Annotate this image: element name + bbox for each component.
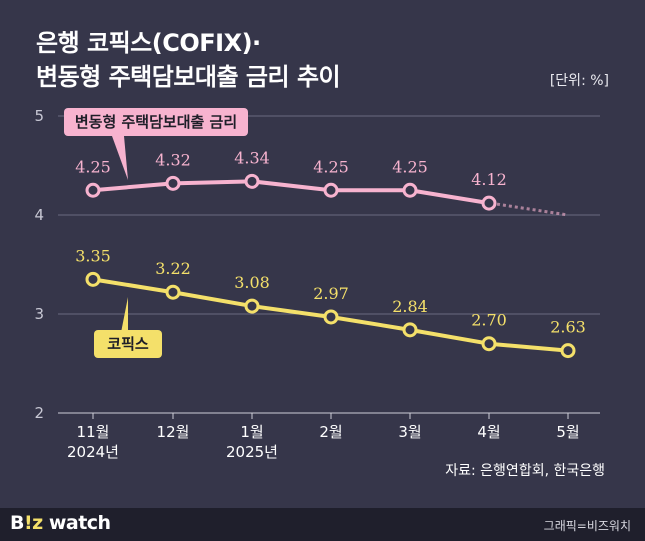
- data-label: 3.08: [234, 273, 270, 292]
- x-tick-label: 4월: [477, 423, 500, 441]
- x-tick-label: 11월: [77, 423, 110, 441]
- y-tick-label: 3: [34, 305, 44, 323]
- title-line-2: 변동형 주택담보대출 금리 추이: [36, 63, 341, 91]
- data-label: 4.25: [392, 157, 428, 176]
- x-tick-label: 3월: [398, 423, 421, 441]
- data-point: [323, 182, 339, 198]
- x-tick-label: 12월: [157, 423, 190, 441]
- source-note: 자료: 은행연합회, 한국은행: [445, 463, 605, 479]
- data-label: 2.63: [550, 318, 586, 337]
- legend-cofix-box: [94, 330, 162, 358]
- data-label: 4.25: [75, 157, 111, 176]
- legend-cofix-label: 코픽스: [107, 335, 149, 353]
- graphic-credit: 그래픽=비즈워치: [543, 519, 631, 533]
- footer-bar: B!z watch 그래픽=비즈워치: [0, 508, 645, 541]
- y-tick-label: 5: [34, 107, 44, 125]
- data-label: 4.25: [313, 157, 349, 176]
- data-point: [85, 182, 101, 198]
- legend-mortgage-pointer: [112, 136, 128, 180]
- legend-mortgage-box: [64, 108, 248, 136]
- projection-line: [496, 202, 569, 217]
- y-tick-label: 2: [34, 404, 44, 422]
- data-label: 4.34: [234, 148, 270, 167]
- unit-label: [단위: %]: [549, 73, 609, 89]
- x-tick-label: 2월: [319, 423, 342, 441]
- data-point: [402, 322, 418, 338]
- x-tick-label: 5월: [556, 423, 579, 441]
- data-label: 3.22: [155, 259, 191, 278]
- data-point: [165, 284, 181, 300]
- x-tick-sublabel: 2025년: [226, 443, 278, 461]
- data-point: [481, 195, 497, 211]
- data-label: 2.70: [471, 311, 507, 330]
- x-tick-label: 1월: [240, 423, 263, 441]
- x-tick-sublabel: 2024년: [67, 443, 119, 461]
- page-title: 은행 코픽스(COFIX)· 변동형 주택담보대출 금리 추이: [36, 26, 341, 94]
- data-label: 2.84: [392, 297, 428, 316]
- data-point: [244, 298, 260, 314]
- y-tick-label: 4: [34, 206, 44, 224]
- data-point: [481, 336, 497, 352]
- data-label: 4.12: [471, 170, 507, 189]
- data-point: [402, 182, 418, 198]
- data-point: [85, 271, 101, 287]
- data-label: 4.32: [155, 150, 191, 169]
- title-line-1: 은행 코픽스(COFIX)·: [36, 29, 261, 57]
- data-label: 2.97: [313, 284, 349, 303]
- data-point: [244, 173, 260, 189]
- bizwatch-logo: B!z watch: [10, 512, 111, 534]
- legend-mortgage-label: 변동형 주택담보대출 금리: [75, 113, 237, 131]
- series-line-0: [91, 179, 491, 206]
- data-point: [165, 175, 181, 191]
- data-point: [560, 343, 576, 359]
- data-label: 3.35: [75, 246, 111, 265]
- data-point: [323, 309, 339, 325]
